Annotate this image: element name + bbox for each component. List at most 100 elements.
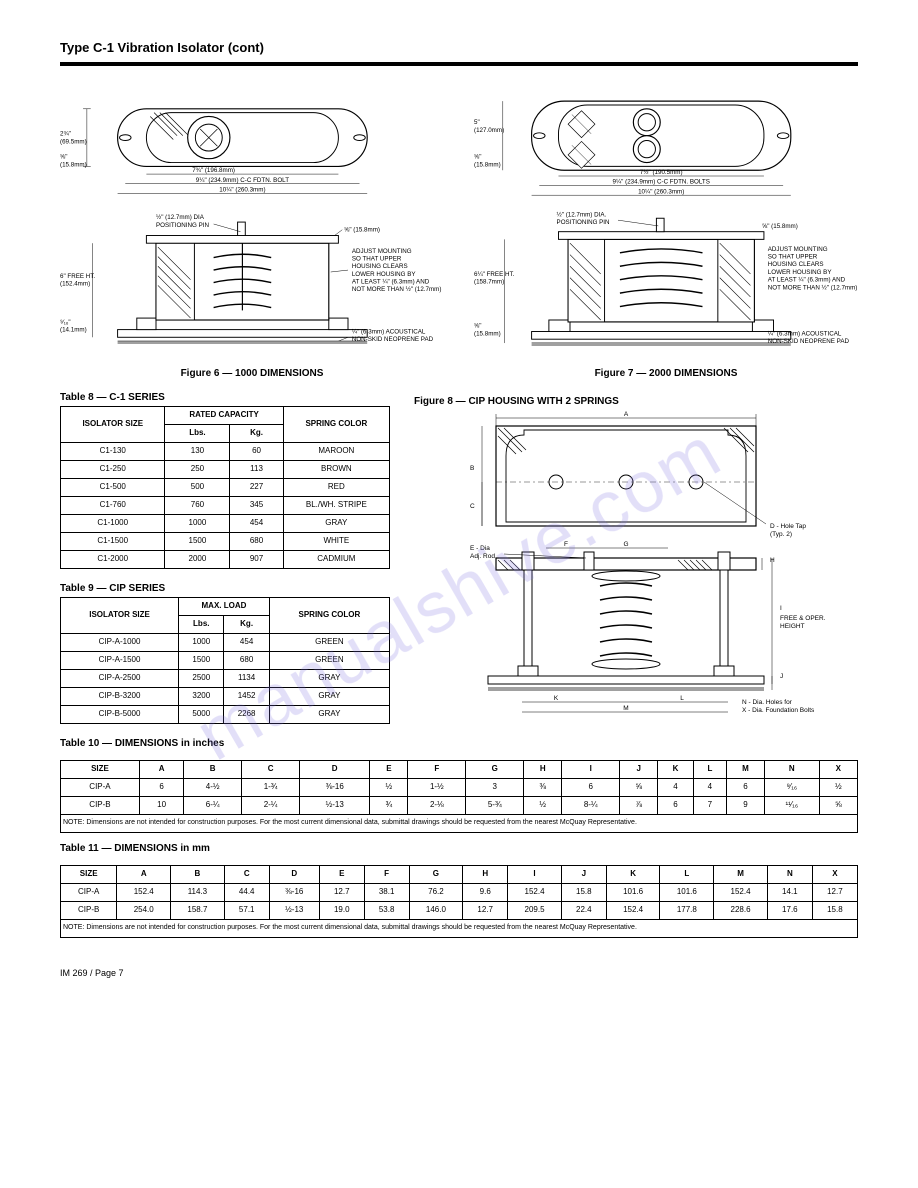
svg-text:⅝" (15.8mm): ⅝" (15.8mm) <box>344 226 380 233</box>
t9-h2a: Lbs. <box>179 615 224 633</box>
table-cell: ½-13 <box>300 796 370 814</box>
table-10: SIZEABCDEFGHIJKLMNX CIP-A64-½1-¾⅜-16½1-½… <box>60 760 858 833</box>
table-cell: 454 <box>224 633 269 651</box>
table-cell: ⅜-16 <box>300 778 370 796</box>
table-row: C1-250250113BROWN <box>61 460 390 478</box>
t8-h2a: Lbs. <box>165 424 230 442</box>
table-cell: 53.8 <box>364 901 409 919</box>
table-cell: 146.0 <box>409 901 463 919</box>
svg-text:I: I <box>780 605 782 612</box>
table-row: CIP-A-250025001134GRAY <box>61 669 390 687</box>
table-cell: GRAY <box>269 705 389 723</box>
svg-text:(15.8mm): (15.8mm) <box>474 161 501 168</box>
figure-7-drawing: 5" (127.0mm) ⅝" (15.8mm) 7½" (190.5mm) 9… <box>474 84 858 364</box>
table-head: N <box>765 760 820 778</box>
table-row: CIP-B-320032001452GRAY <box>61 687 390 705</box>
table-head: L <box>660 865 714 883</box>
table-cell: 7 <box>693 796 726 814</box>
svg-text:HEIGHT: HEIGHT <box>780 623 805 630</box>
table-head: D <box>269 865 319 883</box>
table-cell: 5000 <box>179 705 224 723</box>
table-cell: 38.1 <box>364 883 409 901</box>
table-cell: CIP-A <box>61 778 140 796</box>
svg-text:POSITIONING PIN: POSITIONING PIN <box>156 221 209 228</box>
svg-text:NOT MORE THAN ½" (12.7mm): NOT MORE THAN ½" (12.7mm) <box>352 286 442 293</box>
table-cell: ½ <box>370 778 408 796</box>
table-head: H <box>463 865 508 883</box>
table-head: SIZE <box>61 865 117 883</box>
table-cell: 454 <box>230 514 283 532</box>
svg-text:G: G <box>623 541 628 548</box>
t8-h2: RATED CAPACITY <box>165 406 283 424</box>
tables-left: Table 8 — C-1 SERIES ISOLATOR SIZE RATED … <box>60 392 390 724</box>
table-head: I <box>508 865 562 883</box>
table-8-caption: Table 8 — C-1 SERIES <box>60 392 390 404</box>
table-head: K <box>606 865 660 883</box>
figure-row-top: 2¾" (69.5mm) ⅝" (15.8mm) 7¾" (196.8mm) 9… <box>60 84 858 380</box>
table-cell: MAROON <box>283 442 389 460</box>
table-cell: CIP-A-2500 <box>61 669 179 687</box>
table-head: F <box>364 865 409 883</box>
table-cell: 1134 <box>224 669 269 687</box>
table-head: SIZE <box>61 760 140 778</box>
table-cell: 12.7 <box>319 883 364 901</box>
table-head: C <box>242 760 300 778</box>
t9-h2b: Kg. <box>224 615 269 633</box>
table-cell: 1452 <box>224 687 269 705</box>
table-row: CIP-A-15001500680GREEN <box>61 651 390 669</box>
svg-text:(14.1mm): (14.1mm) <box>60 326 87 333</box>
svg-text:A: A <box>624 411 629 418</box>
table-cell: 14.1 <box>767 883 812 901</box>
page-footer: IM 269 / Page 7 <box>60 968 858 979</box>
figure-7-col: 5" (127.0mm) ⅝" (15.8mm) 7½" (190.5mm) 9… <box>474 84 858 380</box>
table-row: C1-15001500680WHITE <box>61 532 390 550</box>
svg-text:½" (12.7mm) DIA: ½" (12.7mm) DIA <box>156 214 205 221</box>
svg-text:NON-SKID NEOPRENE PAD: NON-SKID NEOPRENE PAD <box>352 336 434 343</box>
table-cell: 6 <box>562 778 620 796</box>
table-cell: 114.3 <box>171 883 225 901</box>
svg-text:C: C <box>470 503 475 510</box>
table-cell: 228.6 <box>714 901 768 919</box>
svg-text:ADJUST MOUNTING: ADJUST MOUNTING <box>768 245 828 252</box>
table-row: C1-10001000454GRAY <box>61 514 390 532</box>
table-cell: 44.4 <box>224 883 269 901</box>
table-cell: 8-¼ <box>562 796 620 814</box>
table-cell: 680 <box>224 651 269 669</box>
table-cell: CIP-B <box>61 901 117 919</box>
svg-text:K: K <box>554 695 559 702</box>
table-head: D <box>300 760 370 778</box>
table-head: B <box>184 760 242 778</box>
table-head: B <box>171 865 225 883</box>
table-cell: CIP-A-1000 <box>61 633 179 651</box>
table-cell: C1-2000 <box>61 550 165 568</box>
svg-text:NOT MORE THAN ½" (12.7mm): NOT MORE THAN ½" (12.7mm) <box>768 284 858 291</box>
table-cell: 17.6 <box>767 901 812 919</box>
t8-h2b: Kg. <box>230 424 283 442</box>
svg-text:¼" (6.3mm) ACOUSTICAL: ¼" (6.3mm) ACOUSTICAL <box>768 330 842 337</box>
t9-h1: ISOLATOR SIZE <box>61 597 179 633</box>
table-cell: CIP-A <box>61 883 117 901</box>
table-cell: CIP-B-3200 <box>61 687 179 705</box>
svg-text:⅝": ⅝" <box>60 153 67 160</box>
svg-text:(127.0mm): (127.0mm) <box>474 126 504 133</box>
svg-text:10¼" (260.3mm): 10¼" (260.3mm) <box>219 186 265 193</box>
table-cell: C1-1000 <box>61 514 165 532</box>
svg-text:¼" (6.3mm) ACOUSTICAL: ¼" (6.3mm) ACOUSTICAL <box>352 328 426 335</box>
table-head: G <box>466 760 524 778</box>
svg-text:HOUSING CLEARS: HOUSING CLEARS <box>768 261 824 268</box>
svg-text:L: L <box>680 695 684 702</box>
svg-text:(Typ. 2): (Typ. 2) <box>770 531 792 538</box>
title-rule <box>60 62 858 66</box>
table-row: CIP-B106-¼2-¼½-13¾2-⅛5-¾½8-¼⅞679¹¹⁄₁₆⅝ <box>61 796 858 814</box>
svg-text:X - Dia. Foundation Bolts: X - Dia. Foundation Bolts <box>742 707 815 714</box>
table-head: X <box>812 865 857 883</box>
table-cell: 5-¾ <box>466 796 524 814</box>
table-cell: 2-¼ <box>242 796 300 814</box>
table-cell: WHITE <box>283 532 389 550</box>
table-row: CIP-B254.0158.757.1½-1319.053.8146.012.7… <box>61 901 858 919</box>
table-head: M <box>726 760 764 778</box>
table-cell: 9.6 <box>463 883 508 901</box>
figure-6-col: 2¾" (69.5mm) ⅝" (15.8mm) 7¾" (196.8mm) 9… <box>60 84 444 380</box>
table-cell: 22.4 <box>561 901 606 919</box>
table-cell: 1-½ <box>408 778 466 796</box>
